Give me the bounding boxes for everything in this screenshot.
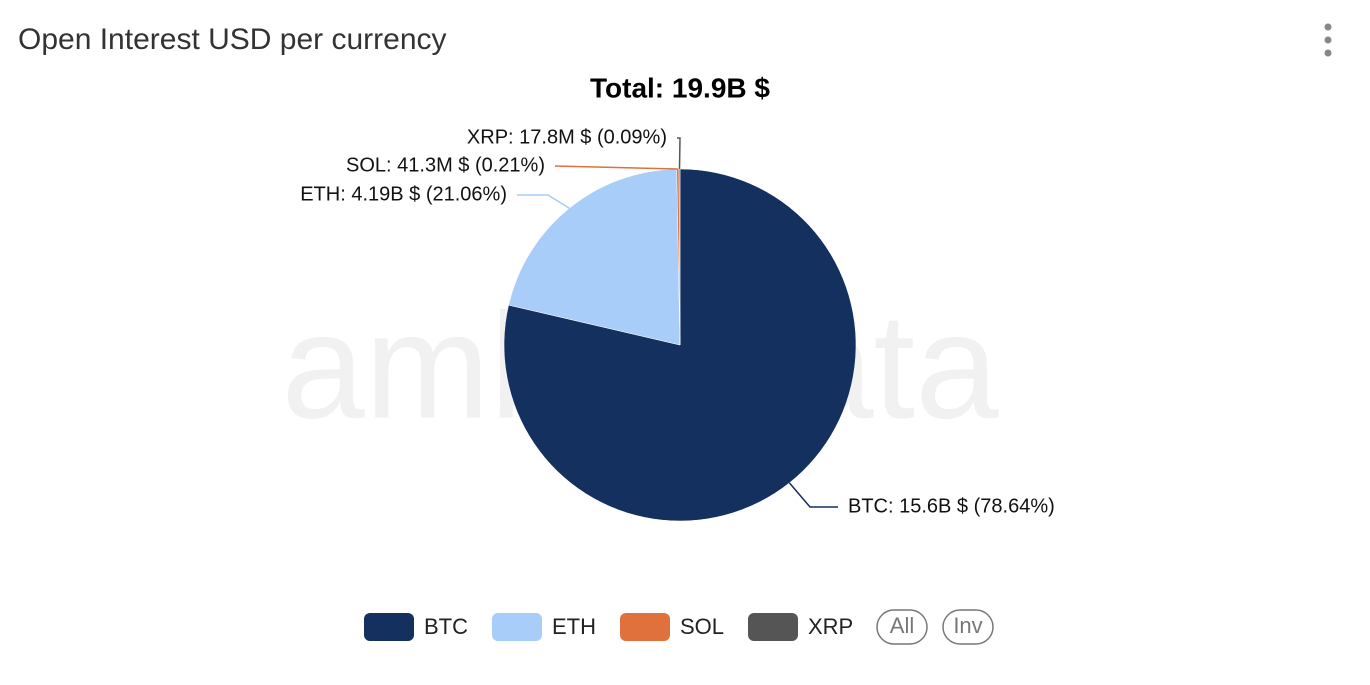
leader-line: [677, 137, 681, 170]
data-label: XRP: 17.8M $ (0.09%): [467, 126, 667, 148]
menu-button[interactable]: [1324, 23, 1332, 57]
leader-line: [517, 194, 570, 209]
legend-button[interactable]: [876, 609, 928, 645]
legend-label[interactable]: XRP: [808, 614, 853, 639]
legend-button-label[interactable]: Inv: [953, 613, 982, 638]
legend-swatch[interactable]: [748, 613, 798, 641]
legend-button[interactable]: [942, 609, 994, 645]
data-label: ETH: 4.19B $ (21.06%): [300, 183, 507, 205]
legend-button-label[interactable]: All: [890, 613, 914, 638]
legend-label[interactable]: BTC: [424, 614, 468, 639]
leader-line: [788, 482, 838, 508]
legend-swatch[interactable]: [492, 613, 542, 641]
legend-swatch[interactable]: [364, 613, 414, 641]
legend-label[interactable]: ETH: [552, 614, 596, 639]
legend-swatch[interactable]: [620, 613, 670, 641]
data-label: SOL: 41.3M $ (0.21%): [346, 154, 545, 176]
leader-line: [554, 165, 678, 170]
data-label: BTC: 15.6B $ (78.64%): [848, 495, 1055, 517]
menu-dot: [1324, 49, 1332, 57]
legend-label[interactable]: SOL: [680, 614, 724, 639]
chart-title: Open Interest USD per currency: [18, 23, 447, 56]
chart-subtitle: Total: 19.9B $: [590, 72, 770, 103]
menu-dot: [1324, 36, 1332, 44]
menu-dot: [1324, 23, 1332, 31]
